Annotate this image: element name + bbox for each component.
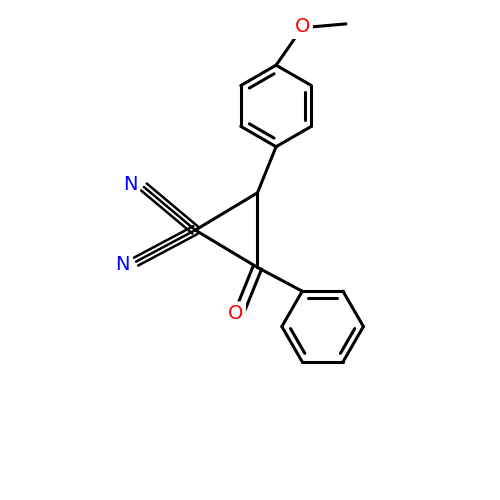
Text: O: O bbox=[228, 304, 243, 324]
Text: N: N bbox=[115, 254, 130, 274]
Text: O: O bbox=[294, 17, 310, 36]
Text: N: N bbox=[122, 175, 137, 194]
